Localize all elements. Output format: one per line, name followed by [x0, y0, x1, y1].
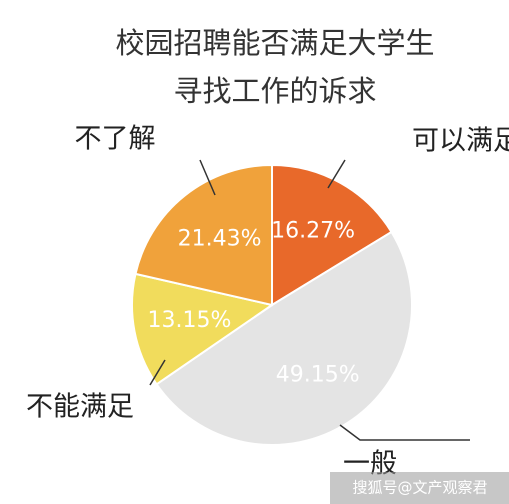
category-label: 可以满足 [412, 126, 509, 157]
chart-title: 校园招聘能否满足大学生 [115, 26, 434, 60]
pie-slice [134, 163, 273, 307]
value-label: 21.43% [178, 226, 262, 251]
value-label: 13.15% [148, 308, 232, 333]
leader-line [339, 424, 470, 441]
leader-line [327, 159, 346, 189]
leader-line [149, 359, 166, 386]
leader-line [199, 159, 216, 196]
watermark: 搜狐号@文产观察君 [352, 479, 487, 497]
value-label: 49.15% [276, 362, 360, 387]
chart-title: 寻找工作的诉求 [173, 74, 376, 108]
category-label: 不了解 [75, 124, 156, 155]
value-label: 16.27% [271, 219, 355, 244]
watermark-bg [330, 472, 509, 504]
pie-slice [155, 230, 413, 446]
category-label: 不能满足 [26, 392, 134, 423]
pie-slice [271, 163, 393, 307]
